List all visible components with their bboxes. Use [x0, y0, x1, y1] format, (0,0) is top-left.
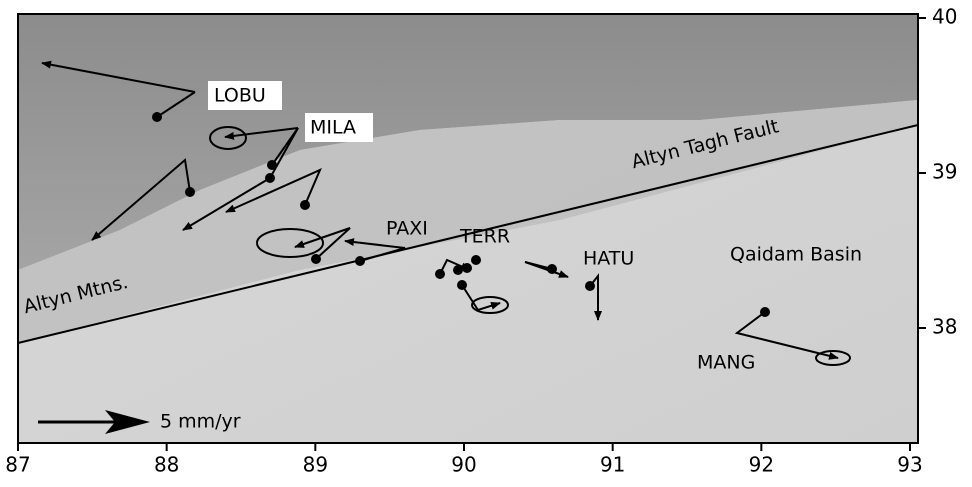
x-tick-label: 87	[5, 453, 30, 477]
map: LOBU MILA PAXI TERR HATU MANG Altyn Tagh…	[0, 0, 972, 483]
station-label: MANG	[697, 352, 755, 374]
station-label: HATU	[583, 248, 634, 270]
x-tick-label: 92	[749, 453, 774, 477]
x-tick-label: 88	[154, 453, 179, 477]
station-label: TERR	[459, 226, 510, 248]
station-label: MILA	[310, 117, 356, 139]
station-label: LOBU	[214, 85, 266, 107]
basin-label: Qaidam Basin	[730, 244, 862, 266]
scale-label: 5 mm/yr	[160, 411, 241, 433]
x-tick-label: 91	[600, 453, 625, 477]
y-tick-label: 39	[932, 160, 957, 184]
x-tick-label: 90	[451, 453, 476, 477]
y-tick-label: 38	[932, 315, 957, 339]
x-tick-label: 93	[897, 453, 922, 477]
x-tick-label: 89	[303, 453, 328, 477]
station-label: PAXI	[386, 218, 428, 240]
y-tick-label: 40	[932, 5, 957, 29]
